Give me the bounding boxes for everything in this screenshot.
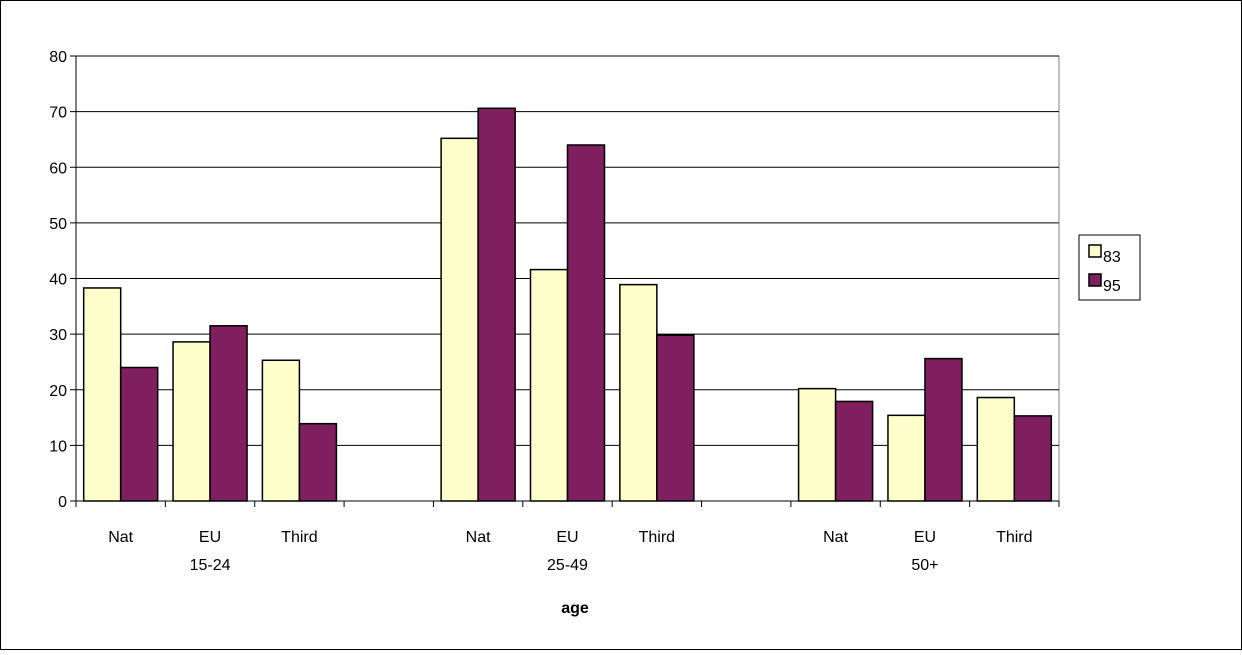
x-tick-label: EU bbox=[199, 529, 221, 546]
y-tick-label: 60 bbox=[49, 160, 67, 177]
bar-83-1 bbox=[172, 341, 211, 502]
y-axis: 0 10 20 30 40 50 60 70 80 bbox=[49, 49, 77, 511]
group-label: 15-24 bbox=[190, 557, 231, 574]
bar-95-5 bbox=[656, 334, 695, 502]
legend-label: 95 bbox=[1103, 278, 1121, 295]
legend: 83 95 bbox=[1078, 234, 1141, 301]
y-tick-label: 20 bbox=[49, 383, 67, 400]
x-tick-label: Third bbox=[639, 529, 675, 546]
bar-83-0 bbox=[82, 287, 122, 502]
y-tick-label: 70 bbox=[49, 105, 67, 122]
y-tick-label: 40 bbox=[49, 272, 67, 289]
x-axis-title: age bbox=[561, 600, 589, 617]
x-tick-label: Nat bbox=[108, 529, 133, 546]
bar-95-4 bbox=[566, 144, 606, 502]
x-tick-label: EU bbox=[556, 529, 578, 546]
bar-83-4 bbox=[529, 268, 569, 502]
bar-95-6 bbox=[834, 400, 874, 502]
bar-95-7 bbox=[924, 357, 963, 502]
bar-95-3 bbox=[477, 107, 516, 502]
legend-label: 83 bbox=[1103, 249, 1121, 266]
bar-83-5 bbox=[619, 283, 658, 502]
bar-83-6 bbox=[797, 387, 837, 502]
bar-83-7 bbox=[887, 414, 926, 502]
y-tick-label: 0 bbox=[58, 494, 67, 511]
bar-95-2 bbox=[298, 422, 338, 502]
x-tick-label: Third bbox=[996, 529, 1032, 546]
bar-95-0 bbox=[119, 366, 159, 502]
bars bbox=[82, 107, 1053, 502]
x-tick-label: EU bbox=[914, 529, 936, 546]
y-tick-label: 50 bbox=[49, 216, 67, 233]
bar-83-8 bbox=[976, 396, 1016, 502]
bar-95-8 bbox=[1013, 415, 1053, 502]
x-tick-label: Third bbox=[281, 529, 317, 546]
bar-83-3 bbox=[440, 137, 479, 502]
bar-95-1 bbox=[209, 325, 248, 502]
group-label: 25-49 bbox=[547, 557, 588, 574]
legend-swatch-83 bbox=[1088, 244, 1102, 258]
x-tick-label: Nat bbox=[466, 529, 491, 546]
bar-83-2 bbox=[261, 359, 301, 502]
y-tick-label: 10 bbox=[49, 438, 67, 455]
y-tick-label: 80 bbox=[49, 49, 67, 66]
x-axis: Nat EU Third Nat EU Third Nat EU Third 15-24 25-49… bbox=[75, 500, 1060, 574]
group-label: 50+ bbox=[911, 557, 938, 574]
legend-swatch-95 bbox=[1088, 273, 1102, 287]
y-tick-label: 30 bbox=[49, 327, 67, 344]
x-tick-label: Nat bbox=[823, 529, 848, 546]
